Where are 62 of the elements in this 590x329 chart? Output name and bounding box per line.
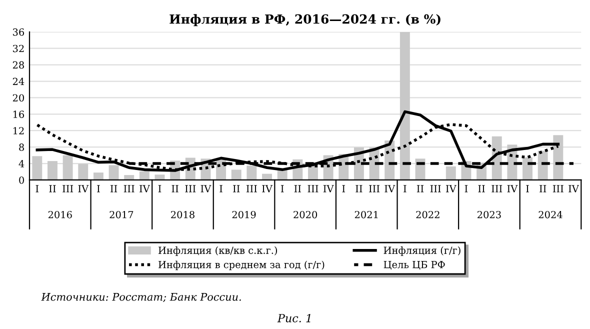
x-tick-label: II (233, 185, 240, 192)
text: 2016 (48, 210, 72, 218)
x-tick-label: I (526, 185, 529, 192)
x-tick-label: IV (446, 185, 456, 192)
chart-title: Инфляция в РФ, 2016—2024 гг. (в %) (170, 14, 440, 26)
y-tick-label: 36 (13, 28, 24, 36)
text: 2018 (171, 210, 194, 218)
x-tick-label: I (36, 185, 39, 192)
y-tick-label: 32 (13, 44, 24, 52)
x-tick-label: IV (568, 185, 580, 192)
y-tick-label: 12 (13, 127, 24, 134)
x-tick-label: I (158, 185, 162, 192)
x-tick-label: IV (384, 185, 396, 192)
legend-label: Инфляция (г/г) (384, 246, 460, 256)
y-tick-label: 4 (18, 160, 24, 168)
text: 2019 (232, 210, 256, 218)
x-tick-label: IV (78, 185, 89, 192)
x-tick-label: I (404, 185, 406, 192)
x-tick-label: IV (200, 185, 212, 192)
text: Рис. 1 (277, 314, 310, 322)
text: 2024 (538, 210, 562, 218)
x-tick-label: I (280, 185, 284, 192)
legend-label: Инфляция в среднем за год (г/г) (158, 260, 324, 270)
x-tick-label: II (416, 185, 424, 192)
x-tick-label: I (220, 185, 222, 192)
x-tick-label: III (369, 185, 380, 192)
y-tick-label: 16 (13, 110, 24, 118)
x-tick-label: IV (140, 185, 150, 192)
legend-label: Цель ЦБ РФ (384, 260, 445, 270)
text: 2021 (354, 210, 378, 218)
y-tick-label: 24 (12, 78, 24, 85)
y-tick-label: 8 (19, 144, 24, 151)
x-tick-label: III (185, 185, 196, 192)
y-tick-label: 0 (19, 176, 24, 184)
x-tick-label: I (464, 185, 468, 192)
x-tick-label: IV (262, 185, 273, 192)
x-tick-label: II (110, 185, 118, 192)
x-tick-label: I (97, 185, 100, 192)
text: Источники: Росстат; Банк России. (41, 293, 241, 302)
x-tick-label: II (49, 185, 56, 192)
text: 2023 (477, 210, 501, 218)
x-tick-label: II (356, 185, 362, 192)
x-tick-label: II (172, 185, 178, 192)
x-tick-label: III (246, 185, 257, 192)
x-tick-label: III (62, 185, 74, 192)
text: 2017 (110, 210, 134, 218)
x-tick-label: IV (507, 185, 518, 192)
x-tick-label: III (552, 185, 564, 192)
x-tick-label: II (540, 185, 546, 192)
text: 2020 (294, 210, 318, 218)
x-tick-label: III (308, 185, 318, 192)
y-tick-label: 28 (12, 61, 24, 69)
legend-label: Инфляция (кв/кв с.к.г.) (158, 246, 277, 256)
text: 2022 (416, 210, 440, 218)
x-tick-label: III (430, 185, 441, 192)
x-tick-label: III (124, 185, 134, 192)
x-tick-label: II (478, 185, 485, 192)
y-tick-label: 20 (12, 94, 24, 102)
x-tick-label: I (342, 185, 346, 192)
x-tick-label: IV (323, 185, 334, 192)
x-tick-label: II (294, 185, 301, 192)
x-tick-label: III (492, 185, 502, 192)
